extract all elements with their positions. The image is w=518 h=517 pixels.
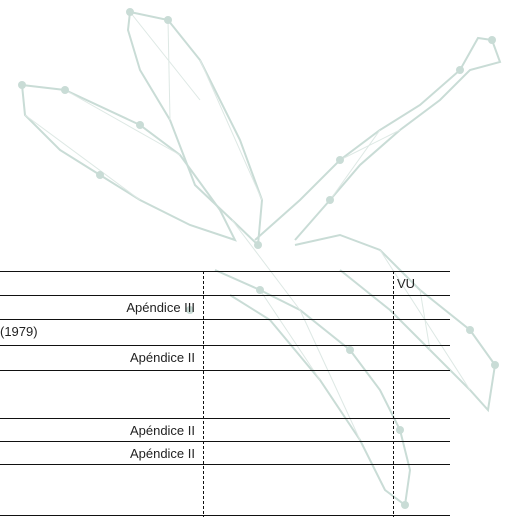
table-cell: (1979) xyxy=(0,324,38,339)
table-cell: Apéndice II xyxy=(129,423,195,438)
table-cell: Apéndice II xyxy=(129,350,195,365)
table-cell: Apéndice III xyxy=(126,300,195,315)
dragonfly-mesh xyxy=(24,11,471,441)
table-cell: Apéndice II xyxy=(129,446,195,461)
table-cell: VU xyxy=(397,276,416,291)
table-grid xyxy=(0,271,450,517)
dragonfly-nodes xyxy=(18,8,499,509)
